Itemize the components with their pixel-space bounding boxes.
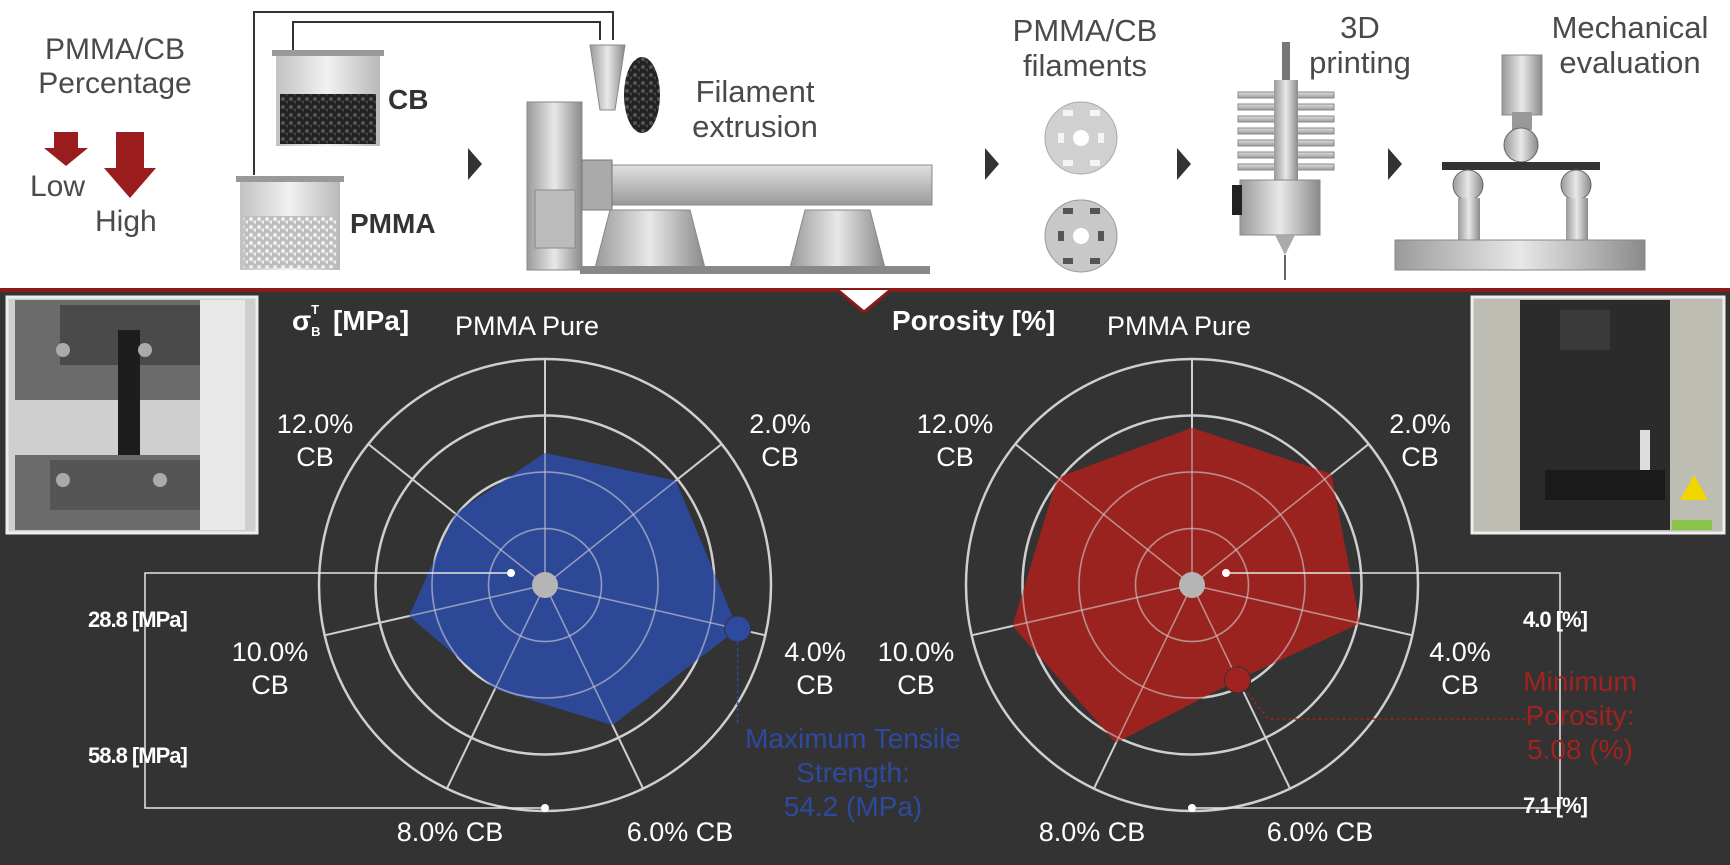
mechanical-label: Mechanical evaluation [1551, 10, 1709, 80]
porosity-grid-ring-overlay [1134, 527, 1250, 643]
porosity-range-bracket [1192, 572, 1561, 809]
pmma-label: PMMA [350, 208, 436, 239]
porosity-grid-ring-overlay [1021, 414, 1363, 756]
porosity-axis-label-pmma: PMMA Pure [1107, 311, 1252, 341]
porosity-axis-label-6cb: 6.0% CB [1266, 817, 1374, 847]
filaments-label: PMMA/CB filaments [1012, 13, 1158, 83]
tensile-range-bracket [144, 572, 545, 809]
ct-scanner-photo [1470, 295, 1726, 535]
porosity-axis-label-10cb: 10.0% CB [877, 637, 955, 700]
extrusion-label: Filament extrusion [692, 74, 818, 144]
panel-divider [0, 288, 1730, 314]
high-label: High [95, 205, 157, 238]
porosity-chart-title: Porosity [%] [892, 305, 1056, 336]
porosity-range-max-marker [1188, 804, 1196, 812]
cb-beaker-icon [272, 50, 384, 146]
filament-disc-light-icon [1044, 101, 1118, 175]
tensile-title-sub: B [311, 324, 321, 339]
tensile-test-photo [5, 295, 259, 535]
porosity-highlight-leader [1243, 687, 1540, 720]
bending-test-icon [1394, 54, 1646, 271]
porosity-range-min: 4.0 [%] [1523, 607, 1588, 632]
tensile-center-dot [532, 572, 558, 598]
porosity-axis-label-4cb: 4.0% CB [1429, 637, 1491, 700]
tensile-axis-label-pmma: PMMA Pure [455, 311, 600, 341]
tensile-range-min-marker [507, 569, 515, 577]
tensile-range-max-marker [541, 804, 549, 812]
min-porosity-annotation: Minimum Porosity: 5.08 (%) [1523, 666, 1637, 765]
step-arrow-icon [1388, 148, 1402, 180]
process-illustrations [44, 11, 1646, 280]
porosity-axis-label-2cb: 2.0% CB [1389, 409, 1451, 472]
porosity-grid-ring-overlay [1078, 471, 1306, 699]
printing-label: 3D printing [1309, 10, 1411, 80]
percentage-title: PMMA/CB Percentage [38, 33, 192, 100]
tensile-data-area [408, 452, 738, 726]
tensile-axis-label-12cb: 12.0% CB [276, 409, 354, 472]
tensile-title-sup: T [311, 302, 320, 317]
tensile-grid-ring-overlay [374, 414, 716, 756]
low-label: Low [30, 170, 86, 203]
porosity-axis-label-8cb: 8.0% CB [1038, 817, 1146, 847]
porosity-range-min-marker [1222, 569, 1230, 577]
max-tensile-annotation: Maximum Tensile Strength: 54.2 (MPa) [745, 723, 961, 822]
extruder-icon [526, 44, 933, 274]
step-arrow-icon [468, 148, 482, 180]
tensile-title-unit: [MPa] [332, 305, 410, 336]
low-arrow-icon [44, 132, 88, 166]
tensile-axis-label-4cb: 4.0% CB [784, 637, 846, 700]
porosity-highlight-point [1224, 666, 1252, 694]
results-panel [0, 290, 1730, 865]
tensile-grid-ring-overlay [431, 471, 659, 699]
tensile-axis-label-6cb: 6.0% CB [626, 817, 734, 847]
tensile-axis-label-8cb: 8.0% CB [396, 817, 504, 847]
filament-disc-dark-icon [1044, 199, 1118, 273]
porosity-axis-label-12cb: 12.0% CB [916, 409, 994, 472]
tensile-axis-label-10cb: 10.0% CB [231, 637, 309, 700]
porosity-range-max: 7.1 [%] [1523, 793, 1588, 818]
high-arrow-icon [104, 132, 156, 198]
tensile-range-min: 28.8 [MPa] [88, 607, 188, 632]
tensile-range-max: 58.8 [MPa] [88, 743, 188, 768]
pmma-beaker-icon [236, 176, 344, 270]
step-arrow-icon [1177, 148, 1191, 180]
tensile-axis-label-2cb: 2.0% CB [749, 409, 811, 472]
cb-label: CB [388, 84, 429, 115]
step-arrow-icon [985, 148, 999, 180]
printer-hotend-icon [1232, 42, 1335, 280]
tensile-grid-ring-overlay [487, 527, 603, 643]
porosity-center-dot [1179, 572, 1205, 598]
tensile-title-symbol: σ [292, 305, 312, 336]
feed-lines [253, 11, 614, 175]
